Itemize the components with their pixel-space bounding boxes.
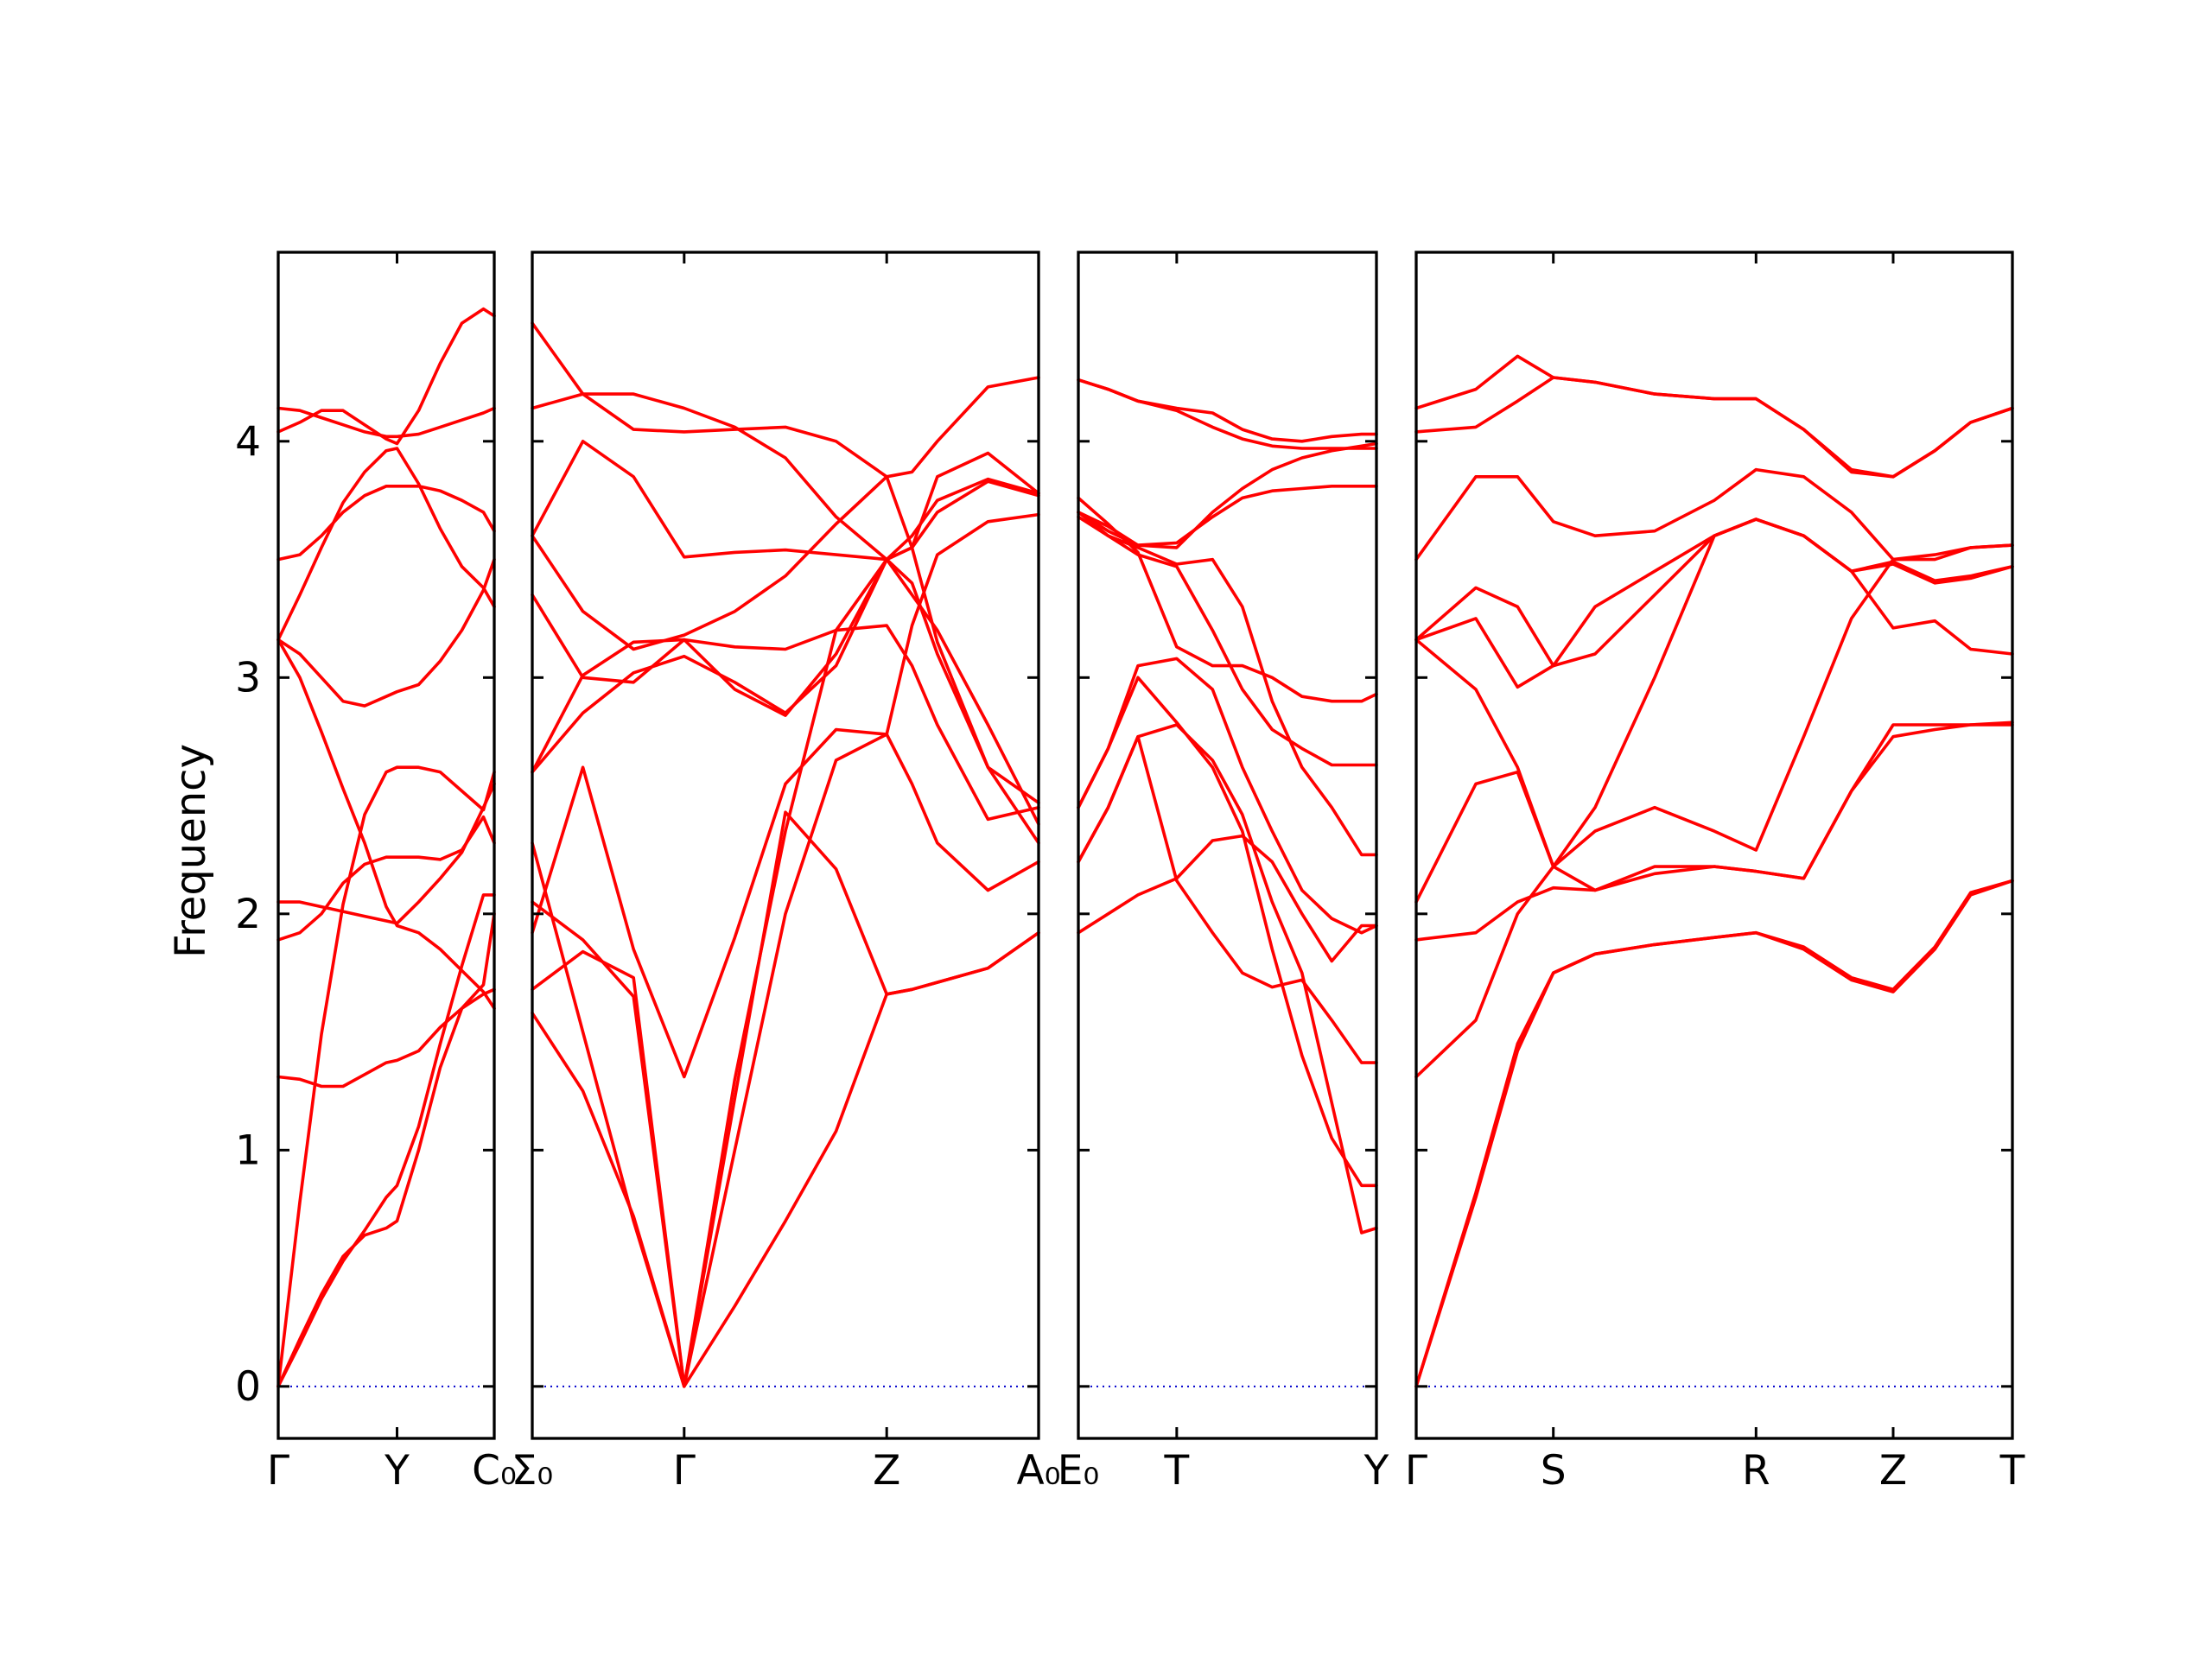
x-tick-label: S	[1541, 1447, 1567, 1495]
panel-3: E₀ T Y	[1058, 251, 1389, 1495]
panel-frame	[1077, 251, 1378, 1440]
y-tick-label: 1	[235, 1127, 261, 1174]
band-12	[531, 392, 1040, 805]
band-4	[1414, 543, 2014, 1079]
band-7	[1414, 517, 2014, 668]
band-8	[1077, 515, 1378, 857]
band-4	[276, 987, 496, 1089]
x-tick-label: Z	[873, 1447, 900, 1495]
x-tick-label: Γ	[673, 1447, 696, 1495]
panel-frame	[1414, 251, 2014, 1440]
band-4	[531, 624, 1040, 1388]
band-7	[276, 638, 496, 1010]
panel-frame	[276, 251, 496, 1440]
band-3	[276, 765, 496, 1388]
band-10	[276, 447, 496, 642]
band-9	[276, 484, 496, 562]
x-tick-label: T	[1999, 1447, 2025, 1495]
y-tick-label: 2	[235, 891, 261, 938]
band-12	[1077, 441, 1378, 549]
band-5	[531, 512, 1040, 1079]
band-8	[531, 376, 1040, 651]
band-9	[1077, 484, 1378, 547]
band-5	[1414, 723, 2014, 904]
band-6	[531, 477, 1040, 774]
band-1	[1077, 834, 1378, 963]
x-tick-label: Σ₀	[512, 1447, 554, 1495]
x-tick-label: Γ	[267, 1447, 289, 1495]
band-11	[1414, 376, 2014, 479]
band-8	[1414, 517, 2014, 868]
y-tick-label: 3	[235, 654, 261, 701]
band-3	[1077, 676, 1378, 1188]
band-2	[276, 912, 496, 1388]
band-6	[1414, 517, 2014, 689]
panel-2: Σ₀ Γ Z A₀	[512, 251, 1061, 1495]
band-11	[276, 406, 496, 439]
band-11	[531, 321, 1040, 845]
band-12	[276, 307, 496, 446]
band-1	[276, 893, 496, 1388]
x-tick-label: R	[1742, 1447, 1770, 1495]
band-2	[1414, 879, 2014, 1388]
x-tick-label: Y	[1363, 1447, 1389, 1495]
band-1	[1414, 879, 2014, 1388]
band-6	[1077, 511, 1378, 767]
panel-1: Γ Y C₀	[267, 251, 517, 1495]
band-1	[531, 930, 1040, 1388]
y-tick-label: 0	[235, 1363, 261, 1411]
x-tick-label: T	[1163, 1447, 1189, 1495]
x-tick-label: Y	[384, 1447, 410, 1495]
x-tick-label: E₀	[1058, 1447, 1100, 1495]
band-5	[1077, 657, 1378, 935]
band-7	[1077, 496, 1378, 703]
band-6	[276, 782, 496, 925]
x-tick-label: A₀	[1017, 1447, 1061, 1495]
band-9	[531, 451, 1040, 717]
band-3	[531, 733, 1040, 1388]
y-tick-label: 4	[235, 418, 261, 466]
band-7	[531, 479, 1040, 774]
panel-frame	[531, 251, 1040, 1440]
band-2	[531, 810, 1040, 1388]
band-9	[1414, 467, 2014, 562]
y-axis-label: Frequency	[167, 744, 215, 958]
band-11	[1077, 378, 1378, 443]
x-tick-label: C₀	[472, 1447, 517, 1495]
band-4	[1077, 734, 1378, 1064]
band-8	[276, 557, 496, 708]
band-10	[531, 439, 1040, 826]
x-tick-label: Γ	[1405, 1447, 1427, 1495]
x-tick-label: Z	[1879, 1447, 1907, 1495]
